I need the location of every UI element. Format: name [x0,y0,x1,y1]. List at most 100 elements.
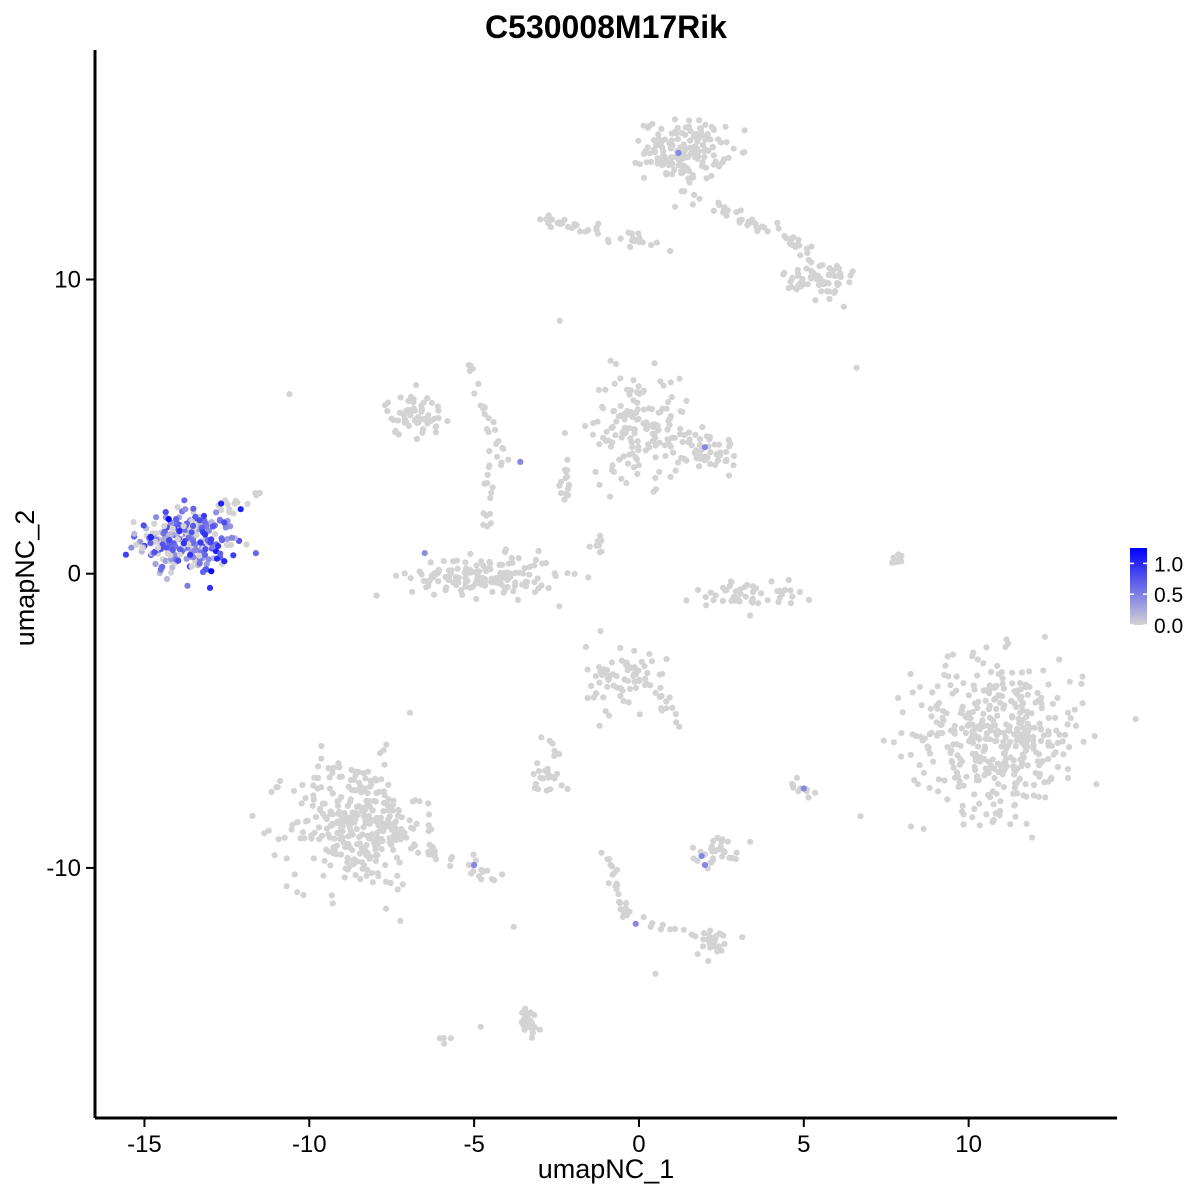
cell-point [727,578,735,585]
cell-point [613,886,620,893]
cell-point [657,378,664,385]
cell-point [334,798,341,805]
cell-point [602,386,609,393]
cell-point [281,834,288,841]
cell-point [310,855,317,862]
cell-point [993,732,1000,739]
cell-point [652,474,659,482]
cell-point [435,566,442,574]
cell-point [418,408,425,415]
cell-point [352,816,359,824]
cell-point [959,802,966,809]
cell-point [632,159,639,166]
cell-point [909,689,916,696]
cell-point [764,597,771,604]
cell-point [640,174,648,181]
cell-point [326,774,333,781]
cell-point [197,539,204,546]
cell-point [648,242,655,249]
cell-point [425,578,432,585]
cell-point [209,523,217,530]
cell-point [691,449,699,456]
cell-point [411,842,418,849]
cell-point [434,403,441,410]
cell-point [193,532,200,539]
cell-point [710,152,717,159]
cell-point [710,597,717,604]
cell-point [410,405,417,412]
cell-point [288,826,295,833]
cell-point [1009,680,1016,687]
cell-point [564,456,571,463]
cell-point [1091,733,1098,740]
cell-point [480,405,487,412]
cell-point [585,227,592,234]
cell-point [626,411,633,418]
cell-point [643,159,650,166]
cell-point [680,926,687,933]
cell-point [1041,633,1048,640]
cell-point [914,781,922,788]
cell-point [636,677,643,684]
cell-point [237,506,244,513]
cell-point [625,699,632,706]
cell-point [163,575,171,583]
cell-point [1021,742,1028,749]
cell-point [726,443,733,450]
cell-point [646,405,653,412]
cell-point [373,836,380,843]
cell-point [619,913,627,921]
cell-point [635,415,642,423]
cell-point [618,475,625,482]
cell-point [444,418,451,425]
cell-point [299,829,306,836]
cell-point [667,379,674,386]
cell-point [644,669,651,677]
cell-point [311,774,318,781]
cell-point [1035,793,1042,801]
cell-point [545,585,552,592]
cell-point [196,560,203,567]
cell-point [733,209,740,216]
x-tick-label: 0 [632,1131,645,1158]
cell-point [477,1023,484,1030]
cell-point [531,785,539,792]
cell-point [698,853,705,860]
cell-point [344,866,351,873]
cell-point [667,413,674,420]
cell-point [628,230,635,237]
cell-point [974,672,981,679]
cell-point [723,587,730,594]
cell-point [633,409,640,416]
cell-point [974,656,981,663]
cell-point [955,783,962,790]
cell-point [473,562,480,569]
cell-point [699,159,706,166]
cell-point [898,730,905,737]
cell-point [724,838,732,845]
cell-point [173,516,180,523]
cell-point [345,783,352,790]
cell-point [394,886,401,893]
cell-point [831,289,838,296]
cell-point [425,800,432,807]
cell-point [489,484,496,491]
cell-point [752,220,759,227]
cell-point [710,837,717,845]
cell-point [629,450,636,457]
cell-point [665,398,672,406]
cell-point [447,862,454,870]
cell-point [617,402,624,409]
cell-point [473,595,480,603]
cell-point [683,597,690,604]
cell-point [177,546,184,553]
cell-point [943,710,950,717]
cell-point [723,458,730,465]
cell-point [953,687,960,694]
cell-point [730,462,737,469]
cell-point [453,582,460,589]
cell-point [530,770,537,778]
cell-point [1062,731,1069,739]
cell-point [758,590,765,597]
cell-point [808,259,815,266]
